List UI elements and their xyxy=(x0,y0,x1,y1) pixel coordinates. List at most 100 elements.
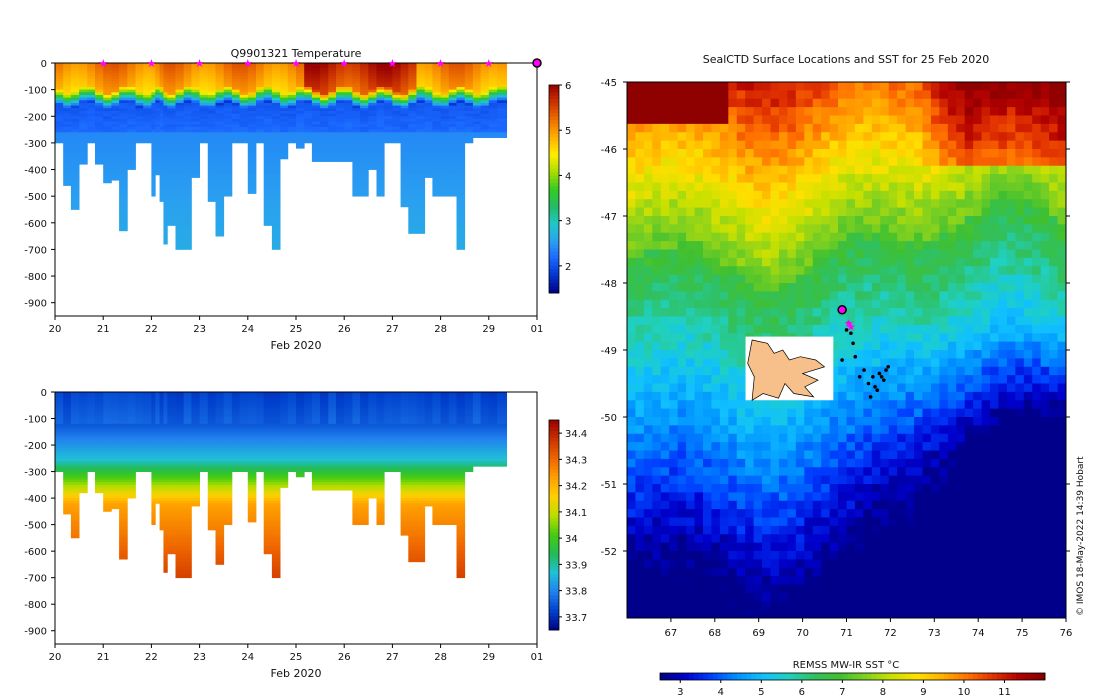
temperature-cell xyxy=(432,118,441,122)
temperature-cell xyxy=(223,105,233,109)
temperature-cell xyxy=(496,116,508,120)
temperature-cell xyxy=(263,129,273,133)
temperature-cell xyxy=(368,68,377,72)
salinity-cell xyxy=(360,495,369,499)
salinity-cell xyxy=(271,482,281,486)
temperature-cell xyxy=(432,158,441,162)
temperature-cell xyxy=(480,97,490,101)
temperature-cell xyxy=(464,70,474,75)
salinity-cell xyxy=(424,453,433,457)
temperature-cell xyxy=(400,94,409,99)
temperature-cell xyxy=(175,174,185,178)
salinity-cell xyxy=(336,413,345,417)
temperature-cell xyxy=(163,137,168,141)
temperature-cell xyxy=(432,84,441,88)
salinity-cell xyxy=(384,421,393,425)
salinity-cell xyxy=(344,471,353,475)
temperature-cell xyxy=(424,65,433,69)
temperature-cell xyxy=(408,63,417,67)
temperature-cell xyxy=(223,161,233,165)
salinity-cell xyxy=(151,474,156,478)
salinity-cell xyxy=(271,423,281,427)
salinity-cell xyxy=(55,423,64,427)
salinity-cell xyxy=(280,407,289,411)
salinity-cell xyxy=(400,458,409,462)
temperature-cell xyxy=(416,185,426,189)
temperature-cell xyxy=(263,113,273,117)
temperature-cell xyxy=(400,145,409,149)
temperature-cell xyxy=(155,65,160,69)
salinity-cell xyxy=(155,392,160,396)
salinity-cell xyxy=(304,442,313,446)
temperature-cell xyxy=(111,76,120,80)
salinity-cell xyxy=(63,434,72,438)
temperature-cell xyxy=(127,89,136,93)
salinity-cell xyxy=(271,548,281,552)
salinity-cell xyxy=(231,450,240,454)
temperature-cell xyxy=(127,156,136,160)
temperature-cell xyxy=(143,126,152,130)
temperature-cell xyxy=(271,217,281,221)
salinity-cell xyxy=(247,439,257,443)
salinity-cell xyxy=(255,426,265,430)
salinity-cell xyxy=(239,466,249,470)
salinity-cell xyxy=(304,413,313,417)
salinity-cell xyxy=(408,532,417,536)
salinity-cell xyxy=(223,418,233,422)
temperature-cell xyxy=(215,108,225,112)
salinity-cell xyxy=(103,426,112,430)
temperature-cell xyxy=(215,196,225,200)
salinity-cell xyxy=(103,410,112,414)
temperature-cell xyxy=(296,76,305,80)
salinity-cell xyxy=(103,447,112,451)
temperature-cell xyxy=(127,126,136,130)
temperature-cell xyxy=(119,156,128,160)
temperature-cell xyxy=(255,118,265,122)
temperature-cell xyxy=(119,177,128,181)
temperature-cell xyxy=(464,113,474,117)
salinity-cell xyxy=(296,418,305,422)
temperature-cell xyxy=(271,132,281,136)
temperature-cell xyxy=(191,70,200,75)
salinity-cell xyxy=(183,466,192,470)
salinity-cell xyxy=(263,399,273,404)
temperature-cell xyxy=(155,158,160,162)
temperature-profile-column xyxy=(448,63,457,197)
salinity-cell xyxy=(111,447,120,451)
temperature-cell xyxy=(352,84,361,88)
temperature-cell xyxy=(163,193,168,197)
temperature-cell xyxy=(480,73,490,77)
temperature-cell xyxy=(263,124,273,128)
salinity-cell xyxy=(296,450,305,454)
temperature-cell xyxy=(247,148,257,152)
temperature-cell xyxy=(247,142,257,146)
salinity-cell xyxy=(103,500,112,504)
temperature-cell xyxy=(215,148,225,152)
temperature-cell xyxy=(167,212,176,216)
salinity-cell xyxy=(271,413,281,417)
temperature-cell xyxy=(199,113,209,117)
salinity-cell xyxy=(352,487,361,491)
temperature-cell xyxy=(400,185,409,189)
temperature-cell xyxy=(352,148,361,152)
temperature-cell xyxy=(496,84,508,88)
temperature-cell xyxy=(63,76,72,80)
salinity-cell xyxy=(400,519,409,523)
salinity-cell xyxy=(119,535,128,539)
temperature-cell xyxy=(368,158,377,162)
salinity-cell xyxy=(103,476,112,480)
salinity-cell xyxy=(376,455,385,459)
temperature-cell xyxy=(79,110,88,114)
salinity-cell xyxy=(119,434,128,438)
temperature-colorbar-segment xyxy=(549,213,559,218)
salinity-profile-column xyxy=(231,392,240,472)
temperature-cell xyxy=(496,65,508,69)
temperature-colorbar-segment xyxy=(549,234,559,238)
salinity-cell xyxy=(175,434,185,438)
salinity-cell xyxy=(167,410,176,414)
temperature-cell xyxy=(408,169,417,173)
salinity-cell xyxy=(328,437,337,441)
salinity-cell xyxy=(163,434,168,438)
temperature-cell xyxy=(159,129,164,133)
salinity-cell xyxy=(376,458,385,462)
